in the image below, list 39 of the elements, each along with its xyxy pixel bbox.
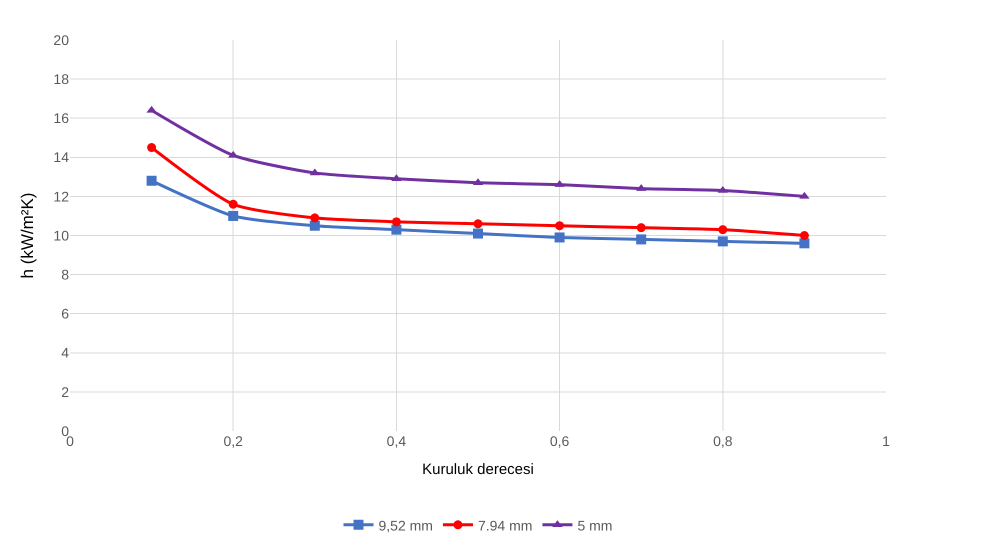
legend-label: 9,52 mm [378, 517, 433, 534]
point [718, 236, 728, 246]
x-tick-label: 0,6 [550, 433, 570, 449]
y-tick-label: 2 [61, 384, 70, 400]
point [228, 210, 238, 221]
point [799, 238, 810, 248]
x-axis-title: Kuruluk derecesi [422, 461, 534, 478]
y-tick-label: 20 [53, 32, 70, 48]
y-tick-label: 10 [53, 227, 70, 244]
point [636, 223, 646, 232]
point [391, 224, 402, 235]
point [474, 219, 482, 228]
y-axis-title: h (kW/m²K) [18, 192, 37, 278]
point [718, 225, 728, 234]
x-tick-label: 1 [882, 433, 890, 449]
point [636, 234, 646, 244]
y-tick-label: 18 [53, 71, 70, 87]
point [473, 228, 483, 239]
point [310, 168, 320, 176]
legend-label: 7.94 mm [478, 517, 532, 534]
y-tick-label: 12 [53, 188, 70, 204]
x-tick-label: 0,4 [386, 433, 406, 449]
point [554, 232, 565, 242]
point [147, 143, 156, 152]
y-tick-label: 8 [61, 266, 70, 282]
x-tick-label: 0,2 [223, 433, 244, 449]
point [392, 217, 401, 226]
point [555, 221, 564, 230]
point [146, 176, 157, 186]
x-tick-label: 0,8 [713, 433, 733, 449]
legend-label: 5 mm [577, 517, 612, 534]
y-tick-label: 16 [53, 110, 70, 126]
y-tick-label: 6 [61, 306, 70, 322]
y-tick-label: 14 [53, 149, 70, 166]
point [310, 220, 320, 231]
point [228, 200, 238, 209]
point [310, 213, 320, 222]
point [800, 231, 809, 240]
y-tick-label: 4 [61, 344, 70, 361]
